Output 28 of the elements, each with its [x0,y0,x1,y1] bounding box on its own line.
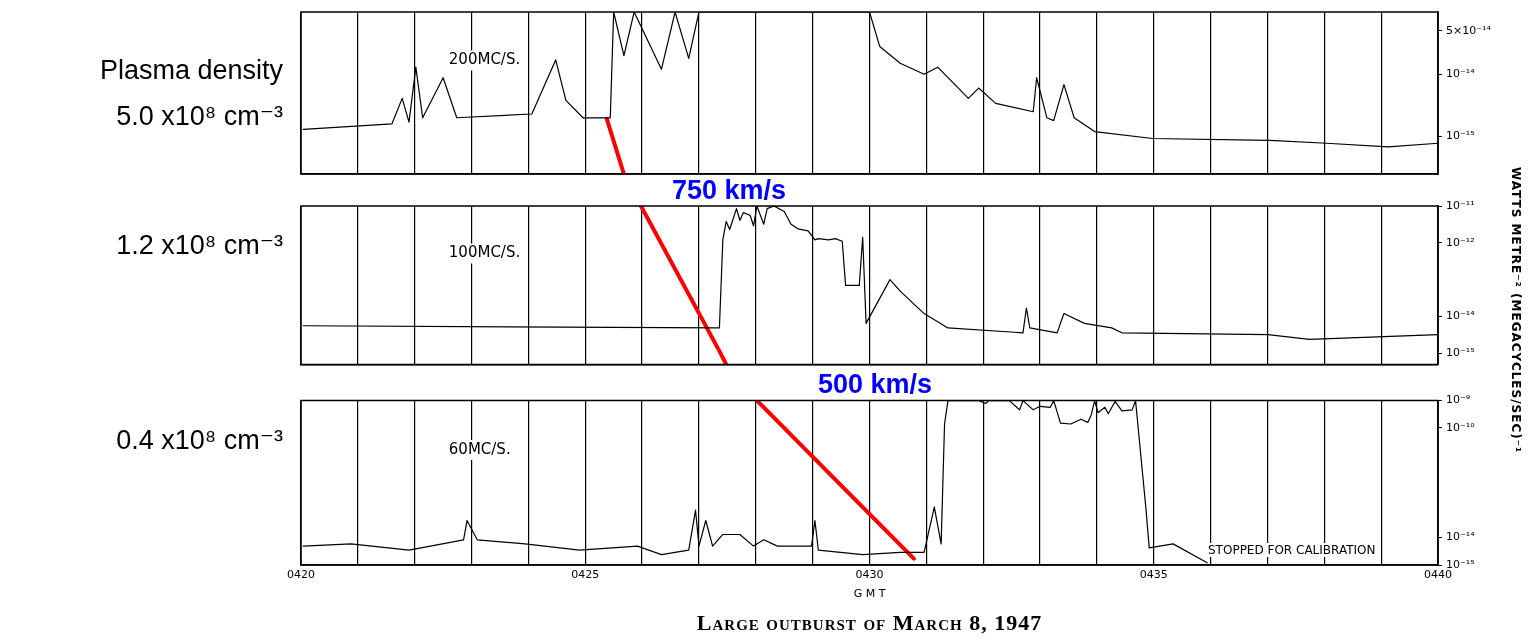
text: 750 km/s [672,175,788,205]
text: 100MC/S. [448,243,521,262]
x-tick-label: 0425 [571,568,600,582]
text: 60MC/S. [448,439,511,458]
y-tick-label: 10⁻¹⁴ [1446,530,1476,544]
y-axis-title: WATTS METRE⁻² (MEGACYCLES/SEC)⁻¹ [1508,165,1523,456]
y-tick-label: 10⁻¹¹ [1446,198,1475,212]
text: 0.4 x10⁸ cm⁻³ [115,424,283,456]
x-tick-label: 0435 [1139,568,1168,582]
y-tick-label: 5×10⁻¹⁴ [1446,23,1492,37]
y-tick-label: 10⁻⁹ [1446,393,1471,407]
y-tick-label: 10⁻¹⁵ [1446,129,1475,143]
text: Plasma density 5.0 x10⁸ cm⁻³ [98,54,283,133]
x-tick-label: 0420 [287,568,315,582]
y-tick-label: 10⁻¹² [1446,235,1475,249]
y-tick-label: 10⁻¹⁵ [1446,346,1475,360]
text: 200MC/S. [448,50,521,69]
x-tick-label: 0430 [855,568,884,582]
text: Large outburst of March 8, 1947 [695,610,1044,636]
x-tick-label: 0440 [1424,568,1452,582]
y-tick-label: 10⁻¹⁴ [1446,67,1476,81]
text: 500 km/s [818,369,934,399]
x-axis-title: G M T [853,587,886,601]
annotation: STOPPED FOR CALIBRATION [1206,543,1378,557]
y-tick-label: 10⁻¹⁰ [1446,420,1476,434]
y-tick-label: 10⁻¹⁴ [1446,309,1476,323]
text: 1.2 x10⁸ cm⁻³ [115,229,283,261]
y-tick-label: 10⁻¹⁵ [1446,557,1475,571]
